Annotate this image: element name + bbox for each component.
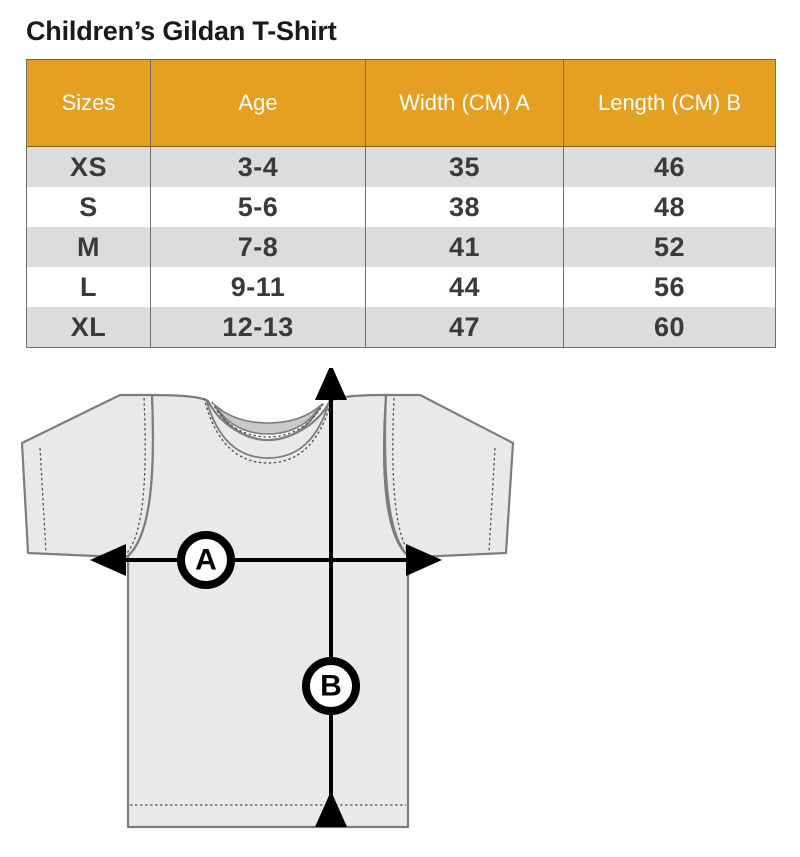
left-sleeve-hem-stitch (39, 447, 47, 553)
column-header-age: Age (150, 59, 366, 147)
collar-stitch-top (211, 401, 325, 438)
size-chart-table: Sizes Age Width (CM) A Length (CM) B XS … (26, 59, 776, 348)
table-row: L 9-11 44 56 (26, 267, 776, 307)
page-title: Children’s Gildan T-Shirt (26, 16, 337, 46)
tshirt-measurement-diagram: A B (0, 368, 800, 857)
cell-width: 41 (365, 227, 564, 267)
cell-length: 46 (563, 146, 776, 187)
table-row: M 7-8 41 52 (26, 227, 776, 267)
cell-age: 3-4 (150, 146, 366, 187)
cell-size: XS (26, 146, 151, 187)
column-header-width: Width (CM) A (365, 59, 564, 147)
tshirt-body (126, 393, 410, 829)
table-row: S 5-6 38 48 (26, 187, 776, 227)
width-marker-badge: A (177, 531, 235, 589)
width-marker-label: A (195, 544, 217, 577)
cell-size: L (26, 267, 151, 307)
length-marker-label: B (320, 670, 342, 703)
cell-age: 9-11 (150, 267, 366, 307)
cell-width: 44 (365, 267, 564, 307)
column-header-length: Length (CM) B (563, 59, 776, 147)
cell-size: XL (26, 307, 151, 348)
cell-age: 7-8 (150, 227, 366, 267)
cell-length: 56 (563, 267, 776, 307)
cell-size: M (26, 227, 151, 267)
size-chart-table-container: Sizes Age Width (CM) A Length (CM) B XS … (26, 59, 776, 348)
cell-width: 38 (365, 187, 564, 227)
cell-size: S (26, 187, 151, 227)
cell-width: 35 (365, 146, 564, 187)
cell-age: 12-13 (150, 307, 366, 348)
cell-length: 52 (563, 227, 776, 267)
left-armhole-stitch (123, 397, 146, 557)
table-row: XL 12-13 47 60 (26, 307, 776, 348)
measurement-arrows (90, 368, 442, 827)
cell-length: 48 (563, 187, 776, 227)
right-sleeve-hem-stitch (488, 447, 496, 553)
table-header-row: Sizes Age Width (CM) A Length (CM) B (26, 59, 776, 147)
right-armhole-stitch (392, 397, 413, 557)
tshirt-illustration (20, 393, 515, 829)
column-header-sizes: Sizes (26, 59, 151, 147)
length-marker-badge: B (302, 657, 360, 715)
table-row: XS 3-4 35 46 (26, 146, 776, 187)
left-sleeve (20, 393, 155, 559)
right-sleeve (383, 393, 515, 559)
cell-age: 5-6 (150, 187, 366, 227)
cell-width: 47 (365, 307, 564, 348)
cell-length: 60 (563, 307, 776, 348)
